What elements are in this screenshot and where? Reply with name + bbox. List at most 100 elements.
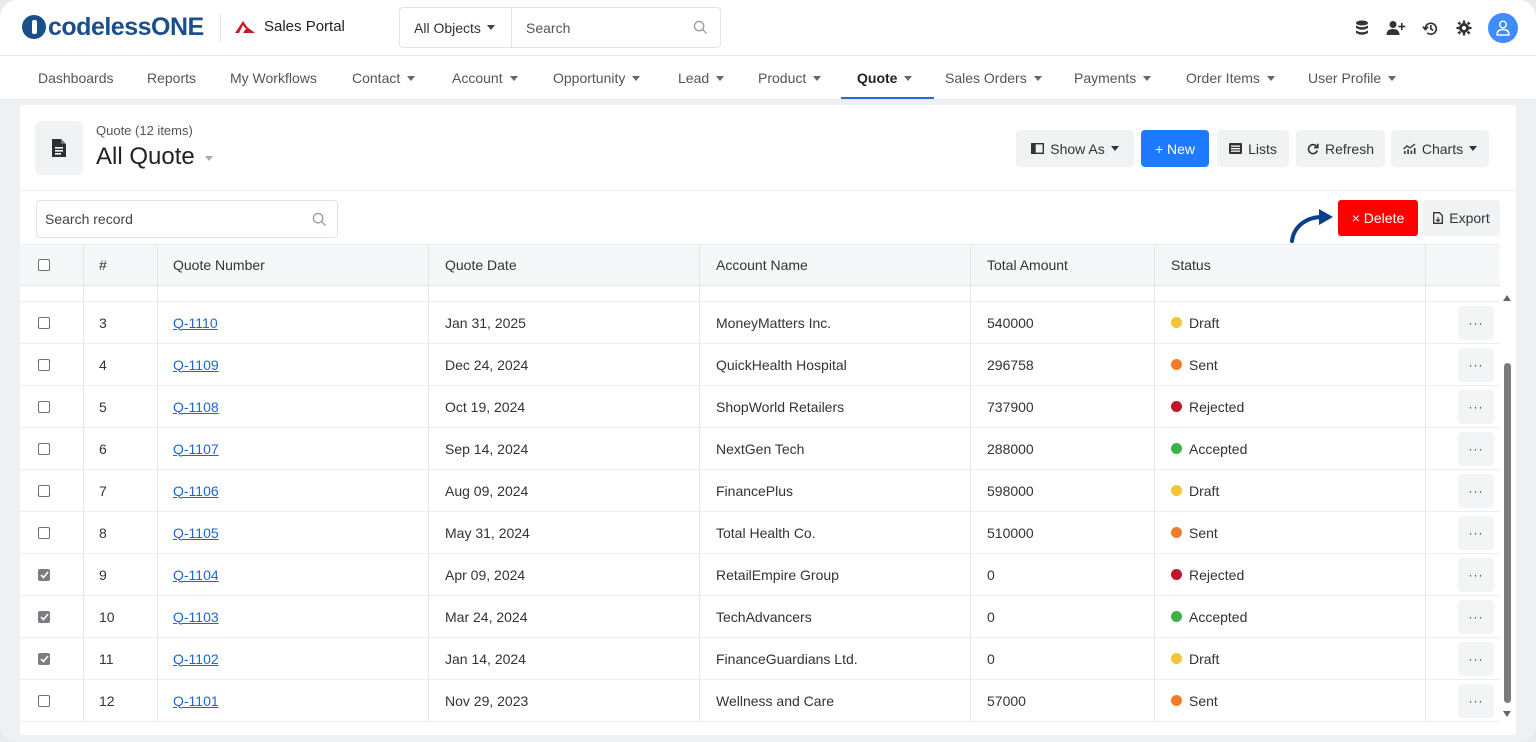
nav-order-items[interactable]: Order Items (1186, 56, 1275, 100)
scroll-thumb[interactable] (1504, 363, 1511, 703)
row-checkbox[interactable] (38, 302, 50, 343)
quote-number-link[interactable]: Q-1108 (173, 398, 219, 415)
quote-number-link[interactable]: Q-1106 (173, 482, 219, 499)
row-checkbox[interactable] (38, 638, 50, 679)
export-button[interactable]: Export (1423, 200, 1500, 236)
table-row[interactable]: 9 Q-1104 Apr 09, 2024 RetailEmpire Group 0 Re… (20, 554, 1500, 596)
quote-number-link[interactable]: Q-1101 (173, 692, 219, 709)
column-divider (699, 554, 700, 595)
cell-total-amount-cell: 540000 (987, 302, 1034, 343)
column-header-num[interactable]: # (99, 257, 107, 273)
row-checkbox[interactable] (38, 386, 50, 427)
nav-label: Product (758, 70, 807, 86)
row-actions-button[interactable]: ··· (1458, 557, 1494, 592)
scroll-down-icon[interactable] (1503, 711, 1511, 717)
record-search[interactable]: Search record (36, 200, 338, 238)
app-logo[interactable]: codelessONE (22, 13, 204, 41)
search-icon[interactable] (312, 212, 327, 227)
nav-payments[interactable]: Payments (1074, 56, 1152, 100)
column-header-quote-date[interactable]: Quote Date (445, 257, 517, 273)
nav-reports[interactable]: Reports (147, 56, 196, 100)
table-row[interactable]: 6 Q-1107 Sep 14, 2024 NextGen Tech 288000 Acc… (20, 428, 1500, 470)
nav-opportunity[interactable]: Opportunity (553, 56, 641, 100)
charts-button[interactable]: Charts (1391, 130, 1489, 167)
row-actions-button[interactable]: ··· (1458, 305, 1494, 340)
global-search: All Objects Search (399, 7, 721, 48)
column-header-account-name[interactable]: Account Name (716, 257, 808, 273)
app-switcher[interactable]: Sales Portal (234, 18, 345, 35)
row-checkbox[interactable] (38, 554, 50, 595)
row-actions-cell: ··· (1458, 386, 1494, 427)
nav-my-workflows[interactable]: My Workflows (230, 56, 317, 100)
row-actions-button[interactable]: ··· (1458, 347, 1494, 382)
nav-account[interactable]: Account (452, 56, 518, 100)
record-search-input[interactable]: Search record (45, 211, 133, 227)
nav-quote[interactable]: Quote (840, 56, 936, 100)
row-actions-button[interactable]: ··· (1458, 515, 1494, 550)
nav-product[interactable]: Product (758, 56, 822, 100)
add-user-icon[interactable] (1386, 18, 1406, 38)
row-checkbox[interactable] (38, 344, 50, 385)
table-row[interactable]: 8 Q-1105 May 31, 2024 Total Health Co. 51000… (20, 512, 1500, 554)
quote-number-link[interactable]: Q-1104 (173, 566, 219, 583)
list-view-selector[interactable]: All Quote (96, 143, 213, 171)
row-actions-button[interactable]: ··· (1458, 389, 1494, 424)
row-checkbox[interactable] (38, 596, 50, 637)
quote-number-link[interactable]: Q-1107 (173, 440, 219, 457)
column-divider (1425, 245, 1426, 285)
row-checkbox[interactable] (38, 512, 50, 553)
user-avatar[interactable] (1488, 13, 1518, 43)
cell-account-name-cell: NextGen Tech (716, 428, 804, 469)
refresh-button[interactable]: Refresh (1296, 130, 1385, 167)
row-checkbox[interactable] (38, 680, 50, 721)
nav-dashboards[interactable]: Dashboards (38, 56, 114, 100)
quote-number-link[interactable]: Q-1109 (173, 356, 219, 373)
quote-number-link-cell: Q-1103 (173, 596, 219, 637)
global-search-input[interactable]: Search (526, 19, 571, 36)
quote-number-link[interactable]: Q-1103 (173, 608, 219, 625)
column-divider (1154, 554, 1155, 595)
chevron-down-icon (716, 75, 725, 81)
cell-quote-date-cell: Mar 24, 2024 (445, 596, 528, 637)
row-actions-button[interactable]: ··· (1458, 599, 1494, 634)
quote-number-link[interactable]: Q-1102 (173, 650, 219, 667)
row-actions-button[interactable]: ··· (1458, 431, 1494, 466)
table-row[interactable]: 3 Q-1110 Jan 31, 2025 MoneyMatters Inc. 5400… (20, 302, 1500, 344)
quote-number-link[interactable]: Q-1105 (173, 524, 219, 541)
nav-user-profile[interactable]: User Profile (1308, 56, 1397, 100)
select-all-checkbox[interactable] (38, 245, 50, 285)
row-checkbox[interactable] (38, 470, 50, 511)
scroll-up-icon[interactable] (1503, 295, 1511, 301)
chevron-down-icon (204, 155, 213, 161)
table-row[interactable]: 10 Q-1103 Mar 24, 2024 TechAdvancers 0 Accept… (20, 596, 1500, 638)
show-as-button[interactable]: Show As (1016, 130, 1134, 167)
database-icon[interactable] (1352, 18, 1372, 38)
nav-sales-orders[interactable]: Sales Orders (945, 56, 1042, 100)
nav-label: Lead (678, 70, 710, 86)
nav-contact[interactable]: Contact (352, 56, 416, 100)
cell-num-cell: 6 (99, 428, 107, 469)
row-actions-cell: ··· (1458, 596, 1494, 637)
row-checkbox[interactable] (38, 428, 50, 469)
row-actions-button[interactable]: ··· (1458, 473, 1494, 508)
object-scope-select[interactable]: All Objects (400, 8, 512, 47)
quote-number-link[interactable]: Q-1110 (173, 314, 218, 331)
table-row[interactable]: 4 Q-1109 Dec 24, 2024 QuickHealth Hospital 2… (20, 344, 1500, 386)
lists-button[interactable]: Lists (1217, 130, 1289, 167)
nav-lead[interactable]: Lead (678, 56, 725, 100)
column-header-quote-number[interactable]: Quote Number (173, 257, 265, 273)
new-button[interactable]: + New (1141, 130, 1209, 167)
table-scrollbar[interactable] (1501, 291, 1516, 725)
column-header-status[interactable]: Status (1171, 257, 1211, 273)
delete-button[interactable]: × Delete (1338, 200, 1418, 236)
gear-icon[interactable] (1454, 18, 1474, 38)
search-icon[interactable] (693, 20, 708, 35)
row-actions-button[interactable]: ··· (1458, 641, 1494, 676)
table-row[interactable]: 5 Q-1108 Oct 19, 2024 ShopWorld Retailers 73… (20, 386, 1500, 428)
column-header-total-amount[interactable]: Total Amount (987, 257, 1068, 273)
table-row[interactable]: 7 Q-1106 Aug 09, 2024 FinancePlus 598000 Draf… (20, 470, 1500, 512)
table-row[interactable]: 12 Q-1101 Nov 29, 2023 Wellness and Care 570… (20, 680, 1500, 722)
table-row[interactable]: 11 Q-1102 Jan 14, 2024 FinanceGuardians Ltd… (20, 638, 1500, 680)
row-actions-button[interactable]: ··· (1458, 683, 1494, 718)
history-icon[interactable] (1420, 18, 1440, 38)
